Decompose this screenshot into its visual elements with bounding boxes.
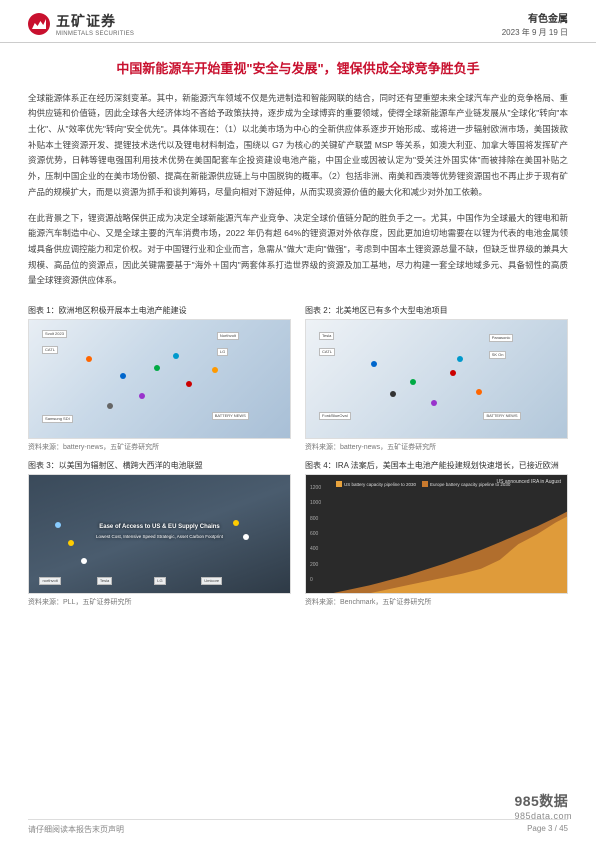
map-dot [450, 370, 456, 376]
figure-2: 图表 2：北美地区已有多个大型电池项目 Tesla CATL Panasonic SK… [305, 305, 568, 452]
y-tick: 400 [310, 546, 330, 552]
footer-page-number: Page 3 / 45 [527, 824, 568, 835]
sector-label: 有色金属 [502, 10, 568, 25]
map-dot [81, 558, 87, 564]
map-tag: BATTERY NEWS [212, 412, 249, 420]
y-tick: 1000 [310, 500, 330, 506]
atl-center-title: Ease of Access to US & EU Supply Chains [96, 524, 223, 532]
legend-eu: Europe battery capacity pipeline to 2030 [430, 482, 510, 487]
atlantic-center-label: Ease of Access to US & EU Supply Chains … [96, 524, 223, 540]
area-series [332, 505, 568, 595]
figure-4: 图表 4：IRA 法案后，美国本土电池产能投建规划快速增长，已接近欧洲 US a… [305, 460, 568, 607]
page-header: 五矿证券 MINMETALS SECURITIES 有色金属 2023 年 9 … [0, 0, 596, 43]
figure-title: 图表 3：以美国为辐射区、横跨大西洋的电池联盟 [28, 460, 291, 471]
legend-us: US battery capacity pipeline to 2030 [344, 482, 416, 487]
page-title: 中国新能源车开始重视"安全与发展"，锂保供成全球竞争胜负手 [0, 43, 596, 91]
map-tag: LG [154, 577, 165, 585]
map-tag: Umicore [201, 577, 222, 585]
paragraph: 全球能源体系正在经历深刻变革。其中，新能源汽车领域不仅是先进制造和智能网联的结合… [28, 91, 568, 201]
map-tag: Tesla [97, 577, 112, 585]
figure-source: 资料来源：Benchmark，五矿证券研究所 [305, 597, 568, 607]
map-tag: Northvolt [217, 332, 239, 340]
map-tag: Samsung SDI [42, 415, 73, 423]
map-tag: CATL [319, 348, 335, 356]
atl-center-sub: Lowest Cost, Intensive Speed Strategic, … [96, 534, 223, 540]
map-dot [86, 356, 92, 362]
header-right: 有色金属 2023 年 9 月 19 日 [502, 10, 568, 38]
map-dot [139, 393, 145, 399]
area-chart-svg [332, 493, 568, 594]
map-dot [243, 534, 249, 540]
figure-source: 资料来源：battery-news，五矿证券研究所 [28, 442, 291, 452]
body-text: 全球能源体系正在经历深刻变革。其中，新能源汽车领域不仅是先进制造和智能网联的结合… [0, 91, 596, 290]
y-tick: 0 [310, 577, 330, 583]
map-dot [233, 520, 239, 526]
y-tick: 600 [310, 531, 330, 537]
map-dot [431, 400, 437, 406]
map-tag: SK On [489, 351, 507, 359]
map-dot [186, 381, 192, 387]
footer-disclaimer: 请仔细阅读本报告末页声明 [28, 824, 124, 835]
map-dot [390, 391, 396, 397]
map-dot [410, 379, 416, 385]
report-date: 2023 年 9 月 19 日 [502, 27, 568, 38]
map-tag: LG [217, 348, 228, 356]
map-dot [173, 353, 179, 359]
watermark-text: 985数据 [514, 793, 568, 809]
company-logo-block: 五矿证券 MINMETALS SECURITIES [28, 11, 134, 37]
map-tag: BATTERY NEWS [483, 412, 520, 420]
map-dot [120, 373, 126, 379]
figure-title: 图表 1：欧洲地区积极开展本土电池产能建设 [28, 305, 291, 316]
map-dot [55, 522, 61, 528]
map-dot [476, 389, 482, 395]
figure-title: 图表 4：IRA 法案后，美国本土电池产能投建规划快速增长，已接近欧洲 [305, 460, 568, 471]
chart-legend: US battery capacity pipeline to 2030 Eur… [336, 481, 510, 487]
paragraph: 在此背景之下，锂资源战略保供正成为决定全球新能源汽车产业竞争、决定全球价值链分配… [28, 211, 568, 290]
figure-1: 图表 1：欧洲地区积极开展本土电池产能建设 Svolt 2023 CATL Nort… [28, 305, 291, 452]
map-dot [371, 361, 377, 367]
map-dot [212, 367, 218, 373]
figure-title: 图表 2：北美地区已有多个大型电池项目 [305, 305, 568, 316]
map-tag: Tesla [319, 332, 334, 340]
figure-image-europe-map: Svolt 2023 CATL Northvolt LG Samsung SDI BATT… [28, 319, 291, 439]
y-tick: 200 [310, 562, 330, 568]
figure-image-area-chart: US announced IRA in August 1200100080060… [305, 474, 568, 594]
map-dot [107, 403, 113, 409]
map-tag: Svolt 2023 [42, 330, 67, 338]
chart-y-axis: 1200 1000 800 600 400 200 0 [310, 485, 330, 583]
figure-source: 资料来源：PLL，五矿证券研究所 [28, 597, 291, 607]
company-sub: MINMETALS SECURITIES [56, 31, 134, 37]
figure-3: 图表 3：以美国为辐射区、横跨大西洋的电池联盟 Ease of Access t… [28, 460, 291, 607]
page-footer: 请仔细阅读本报告末页声明 Page 3 / 45 [28, 819, 568, 835]
map-tag: Ford/BlueOval [319, 412, 351, 420]
figure-grid: 图表 1：欧洲地区积极开展本土电池产能建设 Svolt 2023 CATL Nort… [0, 299, 596, 607]
y-tick: 1200 [310, 485, 330, 491]
map-tag: Panasonic [489, 334, 514, 342]
map-tag: northvolt [39, 577, 60, 585]
y-tick: 800 [310, 516, 330, 522]
map-dot [154, 365, 160, 371]
watermark: 985数据 985data.com [514, 791, 572, 821]
map-dot [68, 540, 74, 546]
map-tag: CATL [42, 346, 58, 354]
company-name: 五矿证券 [56, 11, 134, 31]
figure-image-atlantic-map: Ease of Access to US & EU Supply Chains … [28, 474, 291, 594]
logo-icon [28, 13, 50, 35]
map-dot [457, 356, 463, 362]
figure-source: 资料来源：battery-news，五矿证券研究所 [305, 442, 568, 452]
figure-image-na-map: Tesla CATL Panasonic SK On Ford/BlueOval BATT… [305, 319, 568, 439]
